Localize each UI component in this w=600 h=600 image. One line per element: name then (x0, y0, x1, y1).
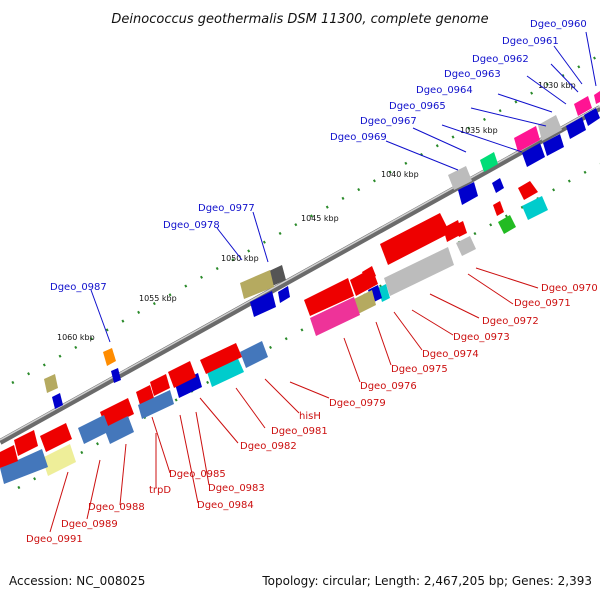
gene-dgeo-0968[interactable] (480, 152, 498, 172)
gene-dgeo-0989b[interactable] (40, 423, 72, 452)
label-dgeo-0977[interactable]: Dgeo_0977 (198, 203, 255, 214)
label-dgeo-0982[interactable]: Dgeo_0982 (240, 441, 297, 452)
label-dgeo-0961[interactable]: Dgeo_0961 (502, 36, 559, 47)
gene-dgeo-0987b[interactable] (111, 368, 121, 383)
gene-dgeo-0974b[interactable] (443, 220, 462, 242)
label-dgeo-0989[interactable]: Dgeo_0989 (61, 519, 118, 530)
scale-label-1040: 1040 kbp (381, 170, 419, 179)
scale-label-1060: 1060 kbp (57, 333, 95, 342)
gene-dgeo-0975[interactable] (384, 247, 454, 296)
gene-labels-bottom: Dgeo_0970 Dgeo_0971 Dgeo_0972 Dgeo_0973 … (26, 283, 598, 545)
scale-label-1035: 1035 kbp (460, 126, 498, 135)
gene-dgeo-0974[interactable] (380, 213, 450, 265)
gene-dgeo-0992[interactable] (0, 445, 18, 468)
gene-dgeo-0987[interactable] (103, 348, 116, 366)
label-hish[interactable]: hisH (299, 411, 321, 422)
gene-dgeo-0984[interactable] (168, 361, 196, 388)
label-dgeo-0972[interactable]: Dgeo_0972 (482, 316, 539, 327)
label-dgeo-0983[interactable]: Dgeo_0983 (208, 483, 265, 494)
gene-dgeo-0990[interactable] (42, 444, 76, 476)
scale-label-1055: 1055 kbp (139, 294, 177, 303)
label-dgeo-0971[interactable]: Dgeo_0971 (514, 298, 571, 309)
gene-dgeo-0988v[interactable] (52, 393, 63, 409)
gene-dgeo-0978[interactable] (240, 270, 274, 299)
label-dgeo-0960[interactable]: Dgeo_0960 (530, 19, 587, 30)
accession-text: Accession: NC_008025 (9, 574, 146, 588)
leader-lines-bottom (49, 267, 539, 533)
label-dgeo-0979[interactable]: Dgeo_0979 (329, 398, 386, 409)
gene-dgeo-0981[interactable] (240, 341, 268, 368)
gene-dgeo-0991[interactable] (0, 449, 48, 484)
gene-dgeo-0979c[interactable] (304, 278, 354, 316)
gene-dgeo-0965a[interactable] (514, 126, 540, 152)
label-dgeo-0969[interactable]: Dgeo_0969 (330, 132, 387, 143)
gene-dgeo-0970b[interactable] (493, 201, 504, 216)
gene-dgeo-0989[interactable] (78, 415, 110, 444)
map-title: Deinococcus geothermalis DSM 11300, comp… (111, 12, 488, 27)
gene-dgeo-0976b[interactable] (352, 290, 376, 315)
label-dgeo-0974[interactable]: Dgeo_0974 (422, 349, 479, 360)
gene-dgeo-0985b[interactable] (138, 390, 174, 419)
gene-dgeo-0971b[interactable] (498, 215, 516, 234)
label-dgeo-0976[interactable]: Dgeo_0976 (360, 381, 417, 392)
label-dgeo-0978[interactable]: Dgeo_0978 (163, 220, 220, 231)
label-dgeo-0964[interactable]: Dgeo_0964 (416, 85, 473, 96)
genome-backbone (0, 105, 600, 445)
gene-dgeo-0965b[interactable] (543, 134, 564, 156)
label-dgeo-0970[interactable]: Dgeo_0970 (541, 283, 598, 294)
label-dgeo-0991[interactable]: Dgeo_0991 (26, 534, 83, 545)
gene-dgeo-0960[interactable] (594, 91, 600, 104)
gene-dgeo-0963[interactable] (566, 117, 586, 139)
gene-dgeo-0988b[interactable] (104, 416, 134, 444)
gene-dgeo-0971[interactable] (522, 196, 548, 220)
gene-dgeo-0969[interactable] (448, 166, 472, 190)
label-dgeo-0967[interactable]: Dgeo_0967 (360, 116, 417, 127)
label-dgeo-0975[interactable]: Dgeo_0975 (391, 364, 448, 375)
gene-dgeo-0967[interactable] (522, 143, 545, 167)
gene-dgeo-0979[interactable] (250, 291, 276, 317)
gene-hish[interactable] (362, 266, 376, 282)
genome-summary-text: Topology: circular; Length: 2,467,205 bp… (262, 574, 592, 588)
gene-dgeo-0983[interactable] (175, 373, 202, 398)
gene-dgeo-0968b[interactable] (492, 178, 504, 193)
upper-strand-genes (44, 91, 600, 409)
gene-dgeo-0985[interactable] (150, 374, 170, 396)
lower-strand-genes (0, 181, 548, 484)
leader-lines-top (90, 31, 597, 343)
gene-dgeo-0969b[interactable] (458, 182, 478, 205)
label-trpd[interactable]: trpD (149, 485, 171, 496)
label-dgeo-0973[interactable]: Dgeo_0973 (453, 332, 510, 343)
gene-dgeo-0979b[interactable] (310, 297, 360, 336)
gene-dgeo-0988[interactable] (100, 398, 134, 428)
gene-dgeo-0991b[interactable] (14, 430, 38, 456)
gene-dgeo-0970[interactable] (518, 181, 538, 200)
gene-dgeo-0988u[interactable] (44, 374, 58, 393)
gene-dgeo-0962[interactable] (584, 108, 600, 126)
scale-label-1030: 1030 kbp (538, 81, 576, 90)
gene-dgeo-0961[interactable] (574, 96, 592, 116)
scale-label-1045: 1045 kbp (301, 214, 339, 223)
label-dgeo-0988[interactable]: Dgeo_0988 (88, 502, 145, 513)
scale-label-1050: 1050 kbp (221, 254, 259, 263)
gene-dgeo-0982[interactable] (206, 354, 244, 387)
label-dgeo-0987[interactable]: Dgeo_0987 (50, 282, 107, 293)
gene-dgeo-0982b[interactable] (200, 343, 242, 374)
label-dgeo-0985[interactable]: Dgeo_0985 (169, 469, 226, 480)
label-dgeo-0981[interactable]: Dgeo_0981 (271, 426, 328, 437)
gene-dgeo-0978b[interactable] (278, 286, 290, 303)
label-dgeo-0962[interactable]: Dgeo_0962 (472, 54, 529, 65)
label-dgeo-0984[interactable]: Dgeo_0984 (197, 500, 254, 511)
gene-labels-top: Dgeo_0960 Dgeo_0961 Dgeo_0962 Dgeo_0963 … (50, 19, 587, 293)
gene-dgeo-0973[interactable] (456, 236, 476, 256)
label-dgeo-0963[interactable]: Dgeo_0963 (444, 69, 501, 80)
label-dgeo-0965[interactable]: Dgeo_0965 (389, 101, 446, 112)
gene-dgeo-0964[interactable] (538, 115, 562, 141)
